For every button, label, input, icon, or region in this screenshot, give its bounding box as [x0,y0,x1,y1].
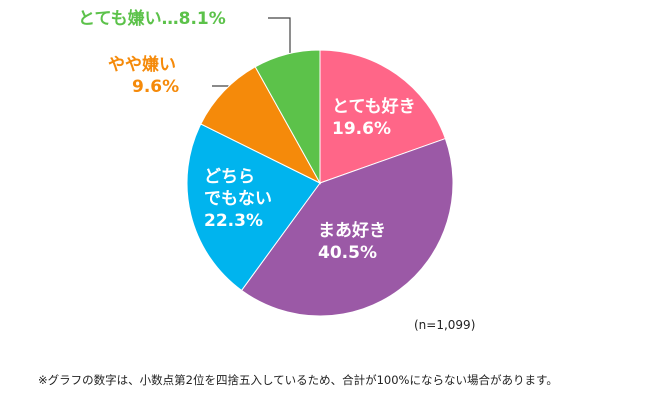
pie-slice [319,49,447,184]
value-label: 22.3% [204,211,263,231]
sample-size: (n=1,099) [414,318,476,332]
pie-slice [200,66,322,185]
slice-label: やや嫌い 9.6% [108,54,179,98]
value-label: 9.6% [132,77,180,97]
category-label: まあ好き [318,221,386,241]
category-label: やや嫌い [108,55,176,75]
pie-slice [186,123,321,292]
footnote: ※グラフの数字は、小数点第2位を四捨五入しているため、合計が100%にならない場… [38,373,558,387]
value-label: …8.1% [161,9,226,29]
pie-slice [254,49,321,185]
value-label: 19.6% [332,119,391,139]
category-label: とても好き [332,97,416,117]
slice-label: まあ好き 40.5% [318,220,386,264]
category-label: どちら でもない [204,167,272,209]
value-label: 40.5% [318,243,377,263]
category-label: とても嫌い [78,9,162,29]
slice-label: とても好き 19.6% [332,96,416,140]
slice-label: どちら でもない 22.3% [204,166,272,232]
pie-slice [240,137,454,317]
slice-label: とても嫌い…8.1% [78,8,226,30]
leader-line [268,17,291,56]
